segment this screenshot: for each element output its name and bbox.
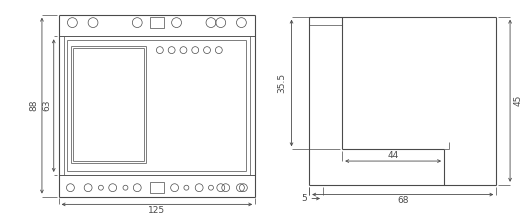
Text: 35.5: 35.5 <box>277 73 286 93</box>
Text: 5: 5 <box>302 194 307 203</box>
Bar <box>150 17 164 28</box>
Text: 125: 125 <box>148 206 165 215</box>
Text: 45: 45 <box>514 95 523 106</box>
Text: 44: 44 <box>387 151 399 160</box>
Text: 63: 63 <box>42 100 51 111</box>
Text: 88: 88 <box>30 100 39 111</box>
Bar <box>150 182 164 193</box>
Text: 68: 68 <box>397 196 409 205</box>
